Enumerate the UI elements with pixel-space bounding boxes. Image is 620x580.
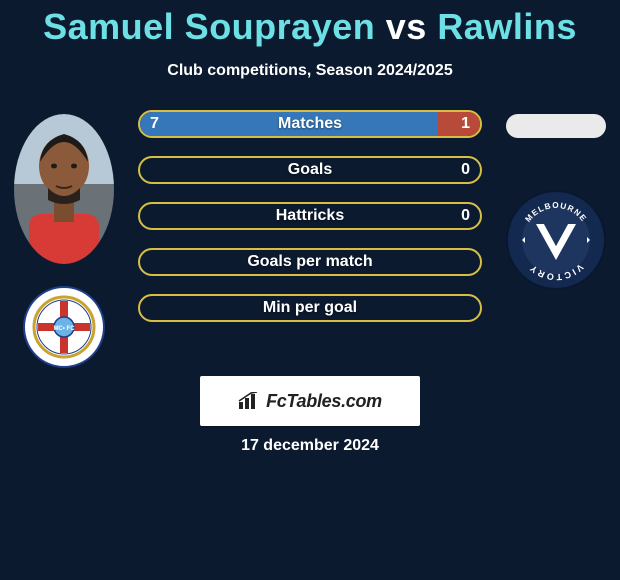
player1-club-badge: MC• FC	[23, 286, 105, 368]
stat-label: Min per goal	[263, 299, 357, 317]
brand-watermark: FcTables.com	[200, 376, 420, 426]
comparison-stage: MC• FC MELBOURNE VICTORY	[0, 98, 620, 468]
stat-left-value: 7	[150, 112, 159, 136]
stat-label: Goals per match	[247, 253, 372, 271]
player2-portrait-placeholder	[506, 114, 606, 138]
right-column: MELBOURNE VICTORY	[500, 114, 612, 290]
stat-bars: 7 Matches 1 Goals 0 Hattricks 0 Goals pe…	[138, 110, 482, 340]
subtitle: Club competitions, Season 2024/2025	[0, 62, 620, 80]
vs-label: vs	[386, 6, 427, 47]
stat-label: Goals	[288, 161, 332, 179]
left-column: MC• FC	[8, 114, 120, 368]
player2-club-badge: MELBOURNE VICTORY	[506, 190, 606, 290]
stat-row-goals-per-match: Goals per match	[138, 248, 482, 276]
player1-portrait	[14, 114, 114, 264]
bar-fill-right	[438, 112, 481, 136]
brand-text: FcTables.com	[266, 391, 382, 412]
stat-row-hattricks: Hattricks 0	[138, 202, 482, 230]
stat-row-goals: Goals 0	[138, 156, 482, 184]
stat-right-value: 0	[461, 158, 470, 182]
stat-right-value: 1	[461, 112, 470, 136]
svg-text:MC• FC: MC• FC	[53, 326, 75, 332]
page-title: Samuel Souprayen vs Rawlins	[0, 0, 620, 48]
stat-label: Matches	[278, 115, 342, 133]
player1-name: Samuel Souprayen	[43, 6, 375, 47]
stat-row-min-per-goal: Min per goal	[138, 294, 482, 322]
player2-name: Rawlins	[437, 6, 577, 47]
stat-row-matches: 7 Matches 1	[138, 110, 482, 138]
snapshot-date: 17 december 2024	[0, 437, 620, 455]
stat-right-value: 0	[461, 204, 470, 228]
stat-label: Hattricks	[276, 207, 344, 225]
brand-bars-icon	[238, 392, 260, 410]
